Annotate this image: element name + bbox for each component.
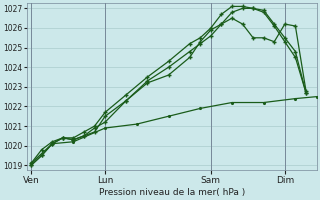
X-axis label: Pression niveau de la mer( hPa ): Pression niveau de la mer( hPa ) — [99, 188, 245, 197]
